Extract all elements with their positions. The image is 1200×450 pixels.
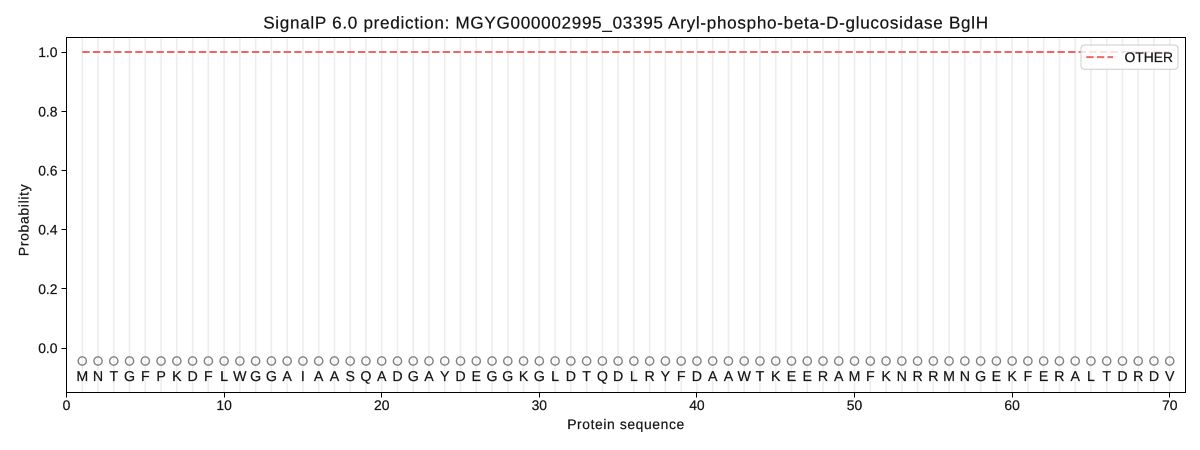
- svg-text:D: D: [566, 369, 576, 385]
- svg-text:D: D: [392, 369, 402, 385]
- svg-text:I: I: [301, 369, 305, 385]
- svg-text:K: K: [172, 369, 182, 385]
- svg-text:A: A: [330, 369, 340, 385]
- svg-text:W: W: [737, 369, 751, 385]
- svg-text:N: N: [960, 369, 970, 385]
- svg-text:E: E: [803, 369, 812, 385]
- svg-text:G: G: [266, 369, 277, 385]
- svg-text:T: T: [109, 369, 118, 385]
- svg-text:G: G: [534, 369, 545, 385]
- svg-text:F: F: [1024, 369, 1033, 385]
- svg-text:L: L: [630, 369, 638, 385]
- svg-text:A: A: [1070, 369, 1080, 385]
- svg-text:40: 40: [689, 397, 705, 413]
- svg-text:E: E: [992, 369, 1001, 385]
- svg-text:A: A: [724, 369, 734, 385]
- svg-text:A: A: [708, 369, 718, 385]
- svg-text:G: G: [250, 369, 261, 385]
- svg-text:V: V: [1165, 369, 1175, 385]
- svg-text:SignalP 6.0 prediction: MGYG00: SignalP 6.0 prediction: MGYG000002995_03…: [263, 13, 989, 32]
- svg-text:70: 70: [1162, 397, 1178, 413]
- svg-text:N: N: [897, 369, 907, 385]
- svg-text:0.8: 0.8: [38, 103, 58, 119]
- svg-text:R: R: [1054, 369, 1064, 385]
- svg-text:E: E: [787, 369, 796, 385]
- svg-text:W: W: [233, 369, 247, 385]
- svg-text:0.6: 0.6: [38, 163, 58, 179]
- svg-text:K: K: [881, 369, 891, 385]
- svg-text:R: R: [818, 369, 828, 385]
- svg-text:20: 20: [374, 397, 390, 413]
- svg-text:M: M: [849, 369, 861, 385]
- svg-text:10: 10: [216, 397, 232, 413]
- svg-text:F: F: [141, 369, 150, 385]
- svg-text:A: A: [314, 369, 324, 385]
- svg-text:K: K: [1007, 369, 1017, 385]
- svg-text:F: F: [204, 369, 213, 385]
- svg-text:G: G: [124, 369, 135, 385]
- svg-text:0: 0: [63, 397, 71, 413]
- svg-text:L: L: [551, 369, 559, 385]
- svg-text:Q: Q: [360, 369, 371, 385]
- svg-text:S: S: [345, 369, 354, 385]
- svg-text:L: L: [220, 369, 228, 385]
- svg-text:T: T: [756, 369, 765, 385]
- svg-text:R: R: [645, 369, 655, 385]
- svg-text:0.4: 0.4: [38, 222, 58, 238]
- svg-text:T: T: [1102, 369, 1111, 385]
- svg-text:G: G: [502, 369, 513, 385]
- svg-text:G: G: [487, 369, 498, 385]
- svg-text:M: M: [76, 369, 88, 385]
- svg-text:A: A: [424, 369, 434, 385]
- svg-text:A: A: [834, 369, 844, 385]
- svg-text:1.0: 1.0: [38, 44, 58, 60]
- svg-text:Y: Y: [661, 369, 671, 385]
- svg-text:D: D: [187, 369, 197, 385]
- svg-text:F: F: [677, 369, 686, 385]
- svg-text:Protein sequence: Protein sequence: [567, 416, 685, 432]
- svg-text:E: E: [472, 369, 481, 385]
- svg-text:Probability: Probability: [16, 184, 32, 256]
- svg-text:D: D: [455, 369, 465, 385]
- svg-text:G: G: [975, 369, 986, 385]
- svg-text:0.2: 0.2: [38, 281, 58, 297]
- svg-text:Q: Q: [597, 369, 608, 385]
- svg-text:Y: Y: [440, 369, 450, 385]
- svg-text:K: K: [519, 369, 529, 385]
- svg-text:30: 30: [532, 397, 548, 413]
- svg-text:P: P: [156, 369, 165, 385]
- svg-text:K: K: [771, 369, 781, 385]
- svg-text:L: L: [1087, 369, 1095, 385]
- svg-text:A: A: [282, 369, 292, 385]
- svg-text:G: G: [408, 369, 419, 385]
- svg-text:R: R: [1133, 369, 1143, 385]
- svg-text:R: R: [928, 369, 938, 385]
- svg-text:R: R: [912, 369, 922, 385]
- svg-text:0.0: 0.0: [38, 340, 58, 356]
- svg-text:F: F: [866, 369, 875, 385]
- svg-text:OTHER: OTHER: [1125, 49, 1174, 65]
- svg-text:D: D: [1117, 369, 1127, 385]
- svg-text:N: N: [93, 369, 103, 385]
- svg-text:T: T: [582, 369, 591, 385]
- svg-text:D: D: [692, 369, 702, 385]
- svg-text:50: 50: [847, 397, 863, 413]
- svg-text:A: A: [377, 369, 387, 385]
- svg-text:D: D: [613, 369, 623, 385]
- svg-text:M: M: [943, 369, 955, 385]
- svg-text:D: D: [1149, 369, 1159, 385]
- svg-text:60: 60: [1004, 397, 1020, 413]
- svg-text:E: E: [1039, 369, 1048, 385]
